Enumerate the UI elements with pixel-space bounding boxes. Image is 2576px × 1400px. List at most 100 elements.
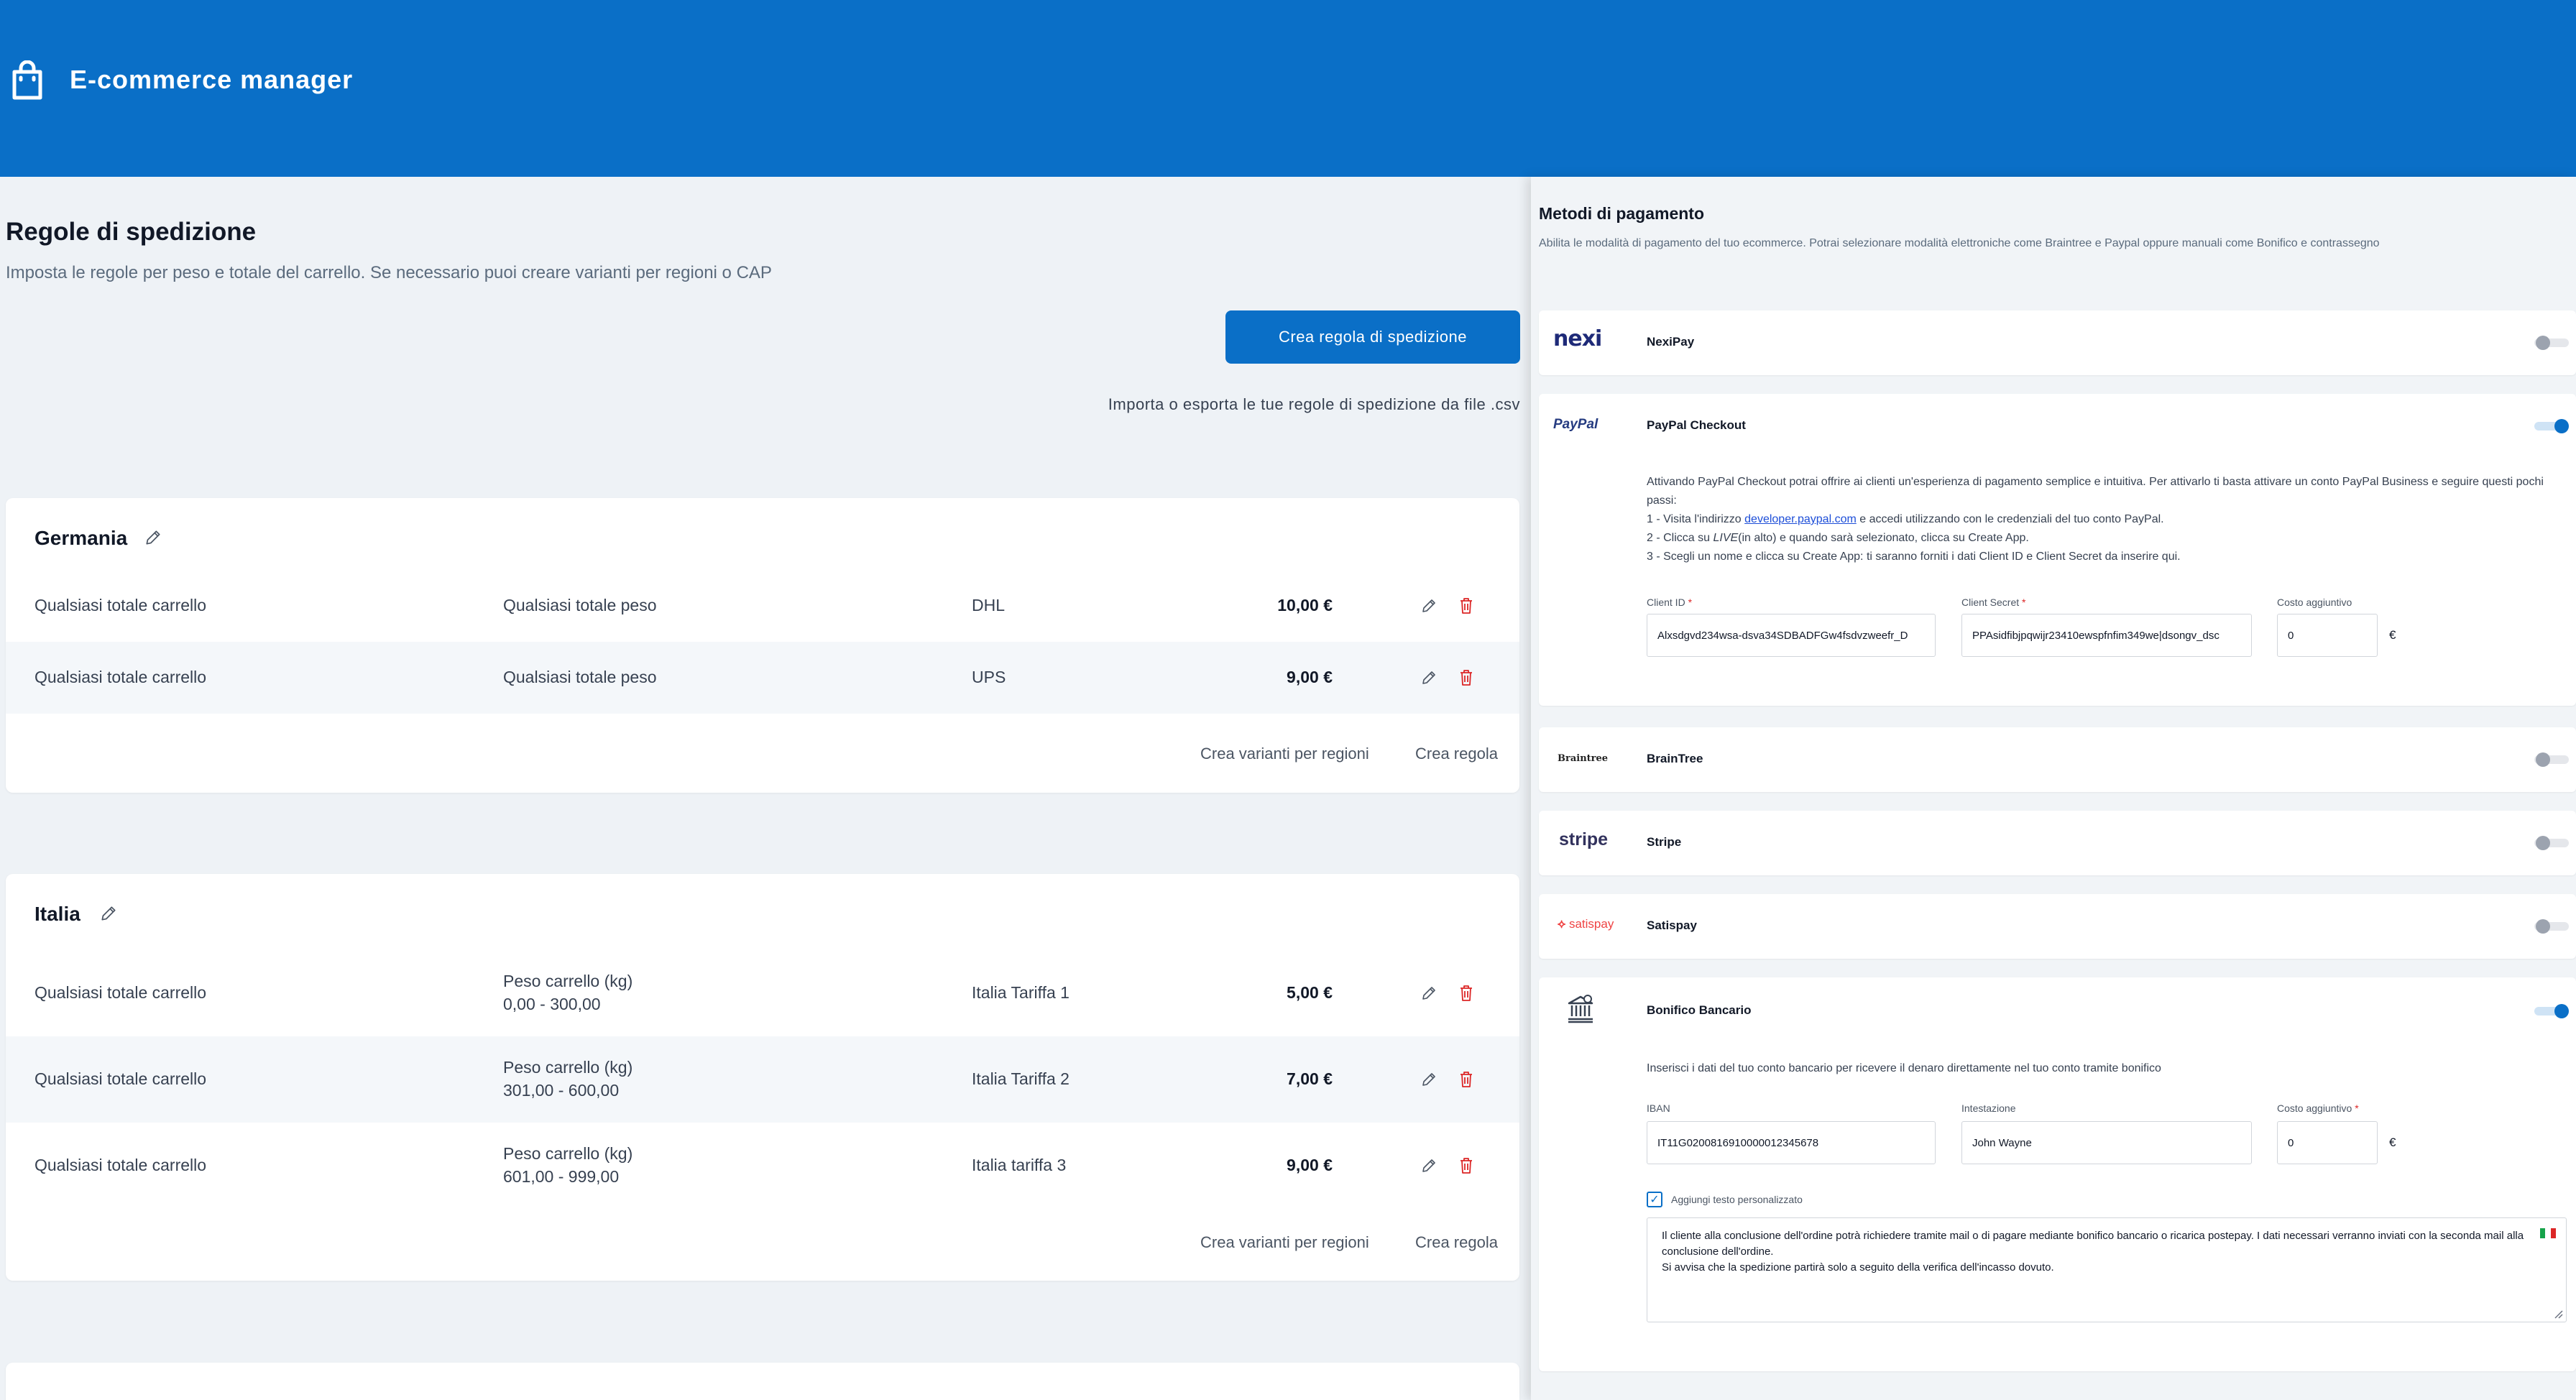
account-holder-input[interactable]: John Wayne bbox=[1961, 1121, 2252, 1164]
enable-toggle[interactable] bbox=[2534, 919, 2569, 934]
weight-condition: Peso carrello (kg) bbox=[503, 1144, 633, 1163]
create-region-variants-link[interactable]: Crea varianti per regioni bbox=[1200, 1233, 1369, 1251]
weight-range: 301,00 - 600,00 bbox=[503, 1081, 620, 1100]
client-id-label: Client ID * bbox=[1647, 597, 1693, 608]
page-subtitle: Imposta le regole per peso e totale del … bbox=[6, 263, 772, 282]
shipping-card-italia: Italia Qualsiasi totale carrello Peso ca… bbox=[6, 874, 1519, 1281]
delete-trash-icon[interactable] bbox=[1458, 597, 1475, 615]
additional-cost-input[interactable]: 0 bbox=[2277, 614, 2378, 657]
bank-icon bbox=[1568, 995, 1593, 1023]
additional-cost-label: Costo aggiuntivo * bbox=[2277, 1102, 2359, 1114]
table-row: Qualsiasi totale carrello Qualsiasi tota… bbox=[6, 570, 1519, 642]
cart-condition: Qualsiasi totale carrello bbox=[34, 1069, 207, 1088]
paypal-logo: PayPal bbox=[1553, 417, 1598, 432]
create-shipping-rule-button[interactable]: Crea regola di spedizione bbox=[1225, 310, 1520, 364]
edit-pencil-icon[interactable] bbox=[1420, 597, 1438, 614]
delete-trash-icon[interactable] bbox=[1458, 1156, 1475, 1175]
carrier-name: Italia Tariffa 1 bbox=[972, 983, 1070, 1002]
payment-method-satispay: ⟡ satispay Satispay bbox=[1539, 894, 2576, 959]
method-name: PayPal Checkout bbox=[1647, 418, 1746, 432]
method-name: Bonifico Bancario bbox=[1647, 1003, 1752, 1017]
satispay-logo: ⟡ satispay bbox=[1558, 917, 1614, 931]
custom-text-area[interactable]: Il cliente alla conclusione dell'ordine … bbox=[1647, 1217, 2567, 1322]
shipping-price: 9,00 € bbox=[1287, 1156, 1333, 1174]
stripe-logo: stripe bbox=[1559, 829, 1609, 849]
carrier-name: UPS bbox=[972, 668, 1006, 686]
currency-symbol: € bbox=[2389, 628, 2396, 642]
method-name: BrainTree bbox=[1647, 752, 1703, 765]
payment-methods-subtitle: Abilita le modalità di pagamento del tuo… bbox=[1539, 237, 2380, 249]
client-secret-label: Client Secret * bbox=[1961, 597, 2026, 608]
table-row: Qualsiasi totale carrello Qualsiasi tota… bbox=[6, 642, 1519, 714]
enable-toggle[interactable] bbox=[2534, 836, 2569, 850]
edit-pencil-icon[interactable] bbox=[144, 528, 162, 547]
bank-transfer-description: Inserisci i dati del tuo conto bancario … bbox=[1647, 1062, 2161, 1074]
shipping-price: 5,00 € bbox=[1287, 983, 1333, 1002]
carrier-name: Italia tariffa 3 bbox=[972, 1156, 1067, 1174]
client-id-input[interactable]: Alxsdgvd234wsa-dsva34SDBADFGw4fsdvzweefr… bbox=[1647, 614, 1936, 657]
edit-pencil-icon[interactable] bbox=[1420, 985, 1438, 1002]
payment-method-braintree: Braintree BrainTree bbox=[1539, 727, 2576, 792]
paypal-intro: Attivando PayPal Checkout potrai offrire… bbox=[1647, 476, 2544, 507]
weight-range: 0,00 - 300,00 bbox=[503, 995, 601, 1013]
iban-input[interactable]: IT11G0200816910000012345678 bbox=[1647, 1121, 1936, 1164]
shipping-price: 7,00 € bbox=[1287, 1069, 1333, 1088]
cart-condition: Qualsiasi totale carrello bbox=[34, 1156, 207, 1174]
additional-cost-input[interactable]: 0 bbox=[2277, 1121, 2378, 1164]
create-region-variants-link[interactable]: Crea varianti per regioni bbox=[1200, 745, 1369, 763]
payment-methods-panel: Metodi di pagamento Abilita le modalità … bbox=[1531, 177, 2576, 1400]
developer-paypal-link[interactable]: developer.paypal.com bbox=[1744, 513, 1857, 525]
edit-pencil-icon[interactable] bbox=[1420, 1071, 1438, 1088]
app-header: E-commerce manager bbox=[0, 0, 2576, 177]
weight-condition: Peso carrello (kg) bbox=[503, 972, 633, 990]
account-holder-label: Intestazione bbox=[1961, 1102, 2016, 1114]
edit-pencil-icon[interactable] bbox=[1420, 669, 1438, 686]
custom-text-line-2: Si avvisa che la spedizione partirà solo… bbox=[1662, 1261, 2054, 1274]
edit-pencil-icon[interactable] bbox=[1420, 1157, 1438, 1174]
import-export-csv-link[interactable]: Importa o esporta le tue regole di spedi… bbox=[1108, 395, 1520, 413]
create-rule-link[interactable]: Crea regola bbox=[1415, 1233, 1498, 1251]
table-row: Qualsiasi totale carrello Peso carrello … bbox=[6, 950, 1519, 1036]
cart-condition: Qualsiasi totale carrello bbox=[34, 596, 207, 614]
create-rule-link[interactable]: Crea regola bbox=[1415, 745, 1498, 763]
weight-condition: Peso carrello (kg) bbox=[503, 1058, 633, 1077]
shipping-price: 10,00 € bbox=[1277, 596, 1333, 614]
enable-toggle[interactable] bbox=[2534, 1004, 2569, 1018]
paypal-step-1: 1 - Visita l'indirizzo developer.paypal.… bbox=[1647, 513, 2164, 525]
app-title: E-commerce manager bbox=[70, 65, 354, 94]
method-name: Satispay bbox=[1647, 918, 1697, 932]
shipping-rules-panel: Regole di spedizione Imposta le regole p… bbox=[0, 177, 1531, 1400]
enable-toggle[interactable] bbox=[2534, 752, 2569, 767]
method-name: Stripe bbox=[1647, 835, 1682, 849]
page-title: Regole di spedizione bbox=[6, 218, 257, 246]
enable-toggle[interactable] bbox=[2534, 336, 2569, 350]
iban-label: IBAN bbox=[1647, 1102, 1670, 1114]
shipping-card-germania: Germania Qualsiasi totale carrello Quals… bbox=[6, 498, 1519, 793]
card-title: Italia bbox=[34, 903, 80, 925]
enable-toggle[interactable] bbox=[2534, 419, 2569, 433]
client-secret-input[interactable]: PPAsidfibjpqwijr23410ewspfnfim349we|dson… bbox=[1961, 614, 2252, 657]
currency-symbol: € bbox=[2389, 1136, 2396, 1149]
cart-condition: Qualsiasi totale carrello bbox=[34, 668, 207, 686]
delete-trash-icon[interactable] bbox=[1458, 1070, 1475, 1089]
braintree-logo: Braintree bbox=[1558, 753, 1609, 764]
weight-condition: Qualsiasi totale peso bbox=[503, 668, 657, 686]
edit-pencil-icon[interactable] bbox=[99, 904, 118, 923]
payment-method-bank-transfer: Bonifico Bancario Inserisci i dati del t… bbox=[1539, 977, 2576, 1371]
weight-condition: Qualsiasi totale peso bbox=[503, 596, 657, 614]
italy-flag-icon[interactable] bbox=[2540, 1228, 2556, 1238]
carrier-name: Italia Tariffa 2 bbox=[972, 1069, 1070, 1088]
payment-method-stripe: stripe Stripe bbox=[1539, 811, 2576, 875]
delete-trash-icon[interactable] bbox=[1458, 984, 1475, 1003]
shipping-price: 9,00 € bbox=[1287, 668, 1333, 686]
method-name: NexiPay bbox=[1647, 335, 1695, 349]
custom-text-checkbox[interactable]: ✓ bbox=[1647, 1192, 1662, 1207]
card-title: Germania bbox=[34, 527, 128, 549]
custom-text-label: Aggiungi testo personalizzato bbox=[1671, 1194, 1803, 1205]
resize-handle-icon[interactable] bbox=[2553, 1309, 2563, 1319]
shopping-bag-icon bbox=[12, 60, 42, 100]
additional-cost-label: Costo aggiuntivo bbox=[2277, 597, 2352, 608]
paypal-step-3: 3 - Scegli un nome e clicca su Create Ap… bbox=[1647, 551, 2181, 563]
custom-text-line-1: Il cliente alla conclusione dell'ordine … bbox=[1662, 1230, 2524, 1258]
delete-trash-icon[interactable] bbox=[1458, 668, 1475, 687]
